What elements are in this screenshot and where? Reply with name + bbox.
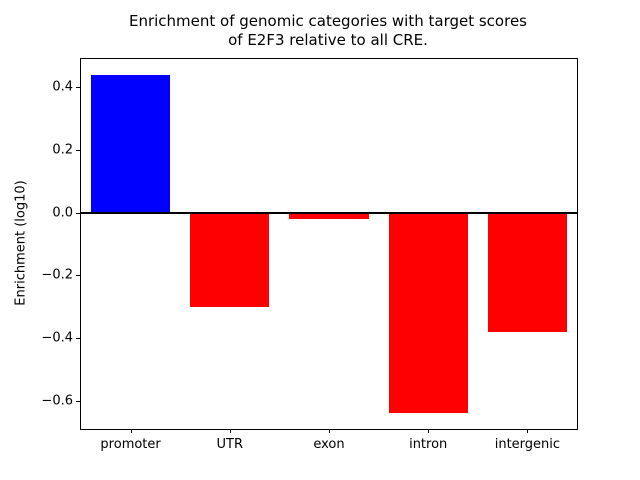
x-tick-mark — [527, 429, 529, 433]
x-tick-label-UTR: UTR — [216, 437, 244, 452]
bar-promoter — [90, 74, 171, 213]
bar-intergenic — [487, 212, 568, 332]
y-tick-mark — [76, 212, 81, 214]
y-tick-mark — [76, 87, 81, 89]
plot-area: promoter UTR exon intron intergenic 0.4 0.2 0.0… — [41, 58, 578, 452]
x-tick-mark — [428, 429, 430, 433]
bar-intron — [388, 212, 468, 414]
y-tick-mark — [76, 338, 81, 340]
x-tick-label-intergenic: intergenic — [494, 437, 561, 452]
y-axis-label: Enrichment (log10) — [13, 180, 29, 306]
chart-title-line2: of E2F3 relative to all CRE. — [228, 31, 428, 49]
zero-line — [81, 211, 577, 214]
chart-title: Enrichment of genomic categories with ta… — [80, 12, 576, 50]
x-tick-mark — [229, 429, 231, 433]
bar-exon — [289, 212, 369, 219]
y-tick-label: 0.4 — [52, 79, 73, 95]
y-tick-label: −0.6 — [41, 393, 73, 409]
x-tick-mark — [329, 429, 330, 433]
x-tick-label-promoter: promoter — [100, 437, 161, 452]
y-tick-label: −0.2 — [41, 267, 73, 283]
chart-title-line1: Enrichment of genomic categories with ta… — [128, 12, 527, 30]
x-tick-mark — [130, 429, 132, 433]
x-tick-label-exon: exon — [313, 437, 345, 452]
y-tick-label: 0.2 — [52, 142, 73, 158]
y-tick-label: 0.0 — [52, 205, 73, 221]
y-tick-label: −0.4 — [41, 330, 73, 346]
bar-UTR — [190, 212, 270, 307]
y-tick-mark — [76, 275, 81, 277]
y-tick-mark — [76, 149, 81, 151]
x-tick-label-intron: intron — [409, 437, 448, 452]
y-tick-mark — [76, 400, 81, 402]
